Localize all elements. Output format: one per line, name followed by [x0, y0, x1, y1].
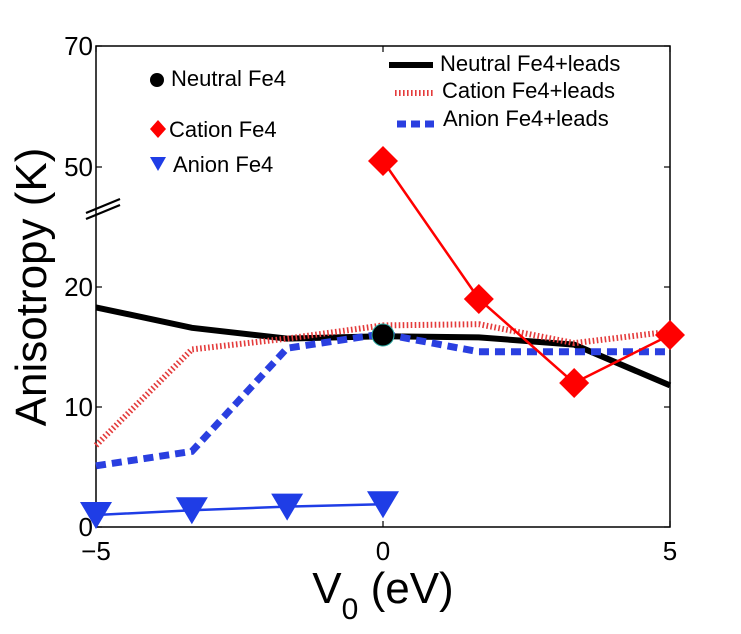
y-tick-label-20: 20 — [64, 272, 93, 302]
y-tick-label-70: 70 — [64, 31, 93, 61]
x-axis-label-rest: (eV) — [358, 564, 453, 613]
x-tick-labels: −5 0 5 — [81, 536, 677, 566]
markers-layer — [80, 145, 685, 529]
axis-break-marker — [85, 197, 121, 221]
x-axis-label: V0 (eV) — [312, 564, 453, 626]
y-axis-label: Anisotropy (K) — [7, 148, 56, 427]
y-tick-label-50: 50 — [64, 152, 93, 182]
marker-anion-fe4-3 — [367, 491, 399, 519]
x-axis-label-main: V — [312, 564, 342, 613]
y-tick-label-0: 0 — [79, 512, 93, 542]
legend-anion-fe4-label: Anion Fe4 — [173, 152, 273, 177]
series-line-anion-fe4-leads — [95, 330, 670, 470]
marker-anion-fe4-0 — [80, 502, 112, 529]
marker-cation-fe4-0 — [368, 145, 398, 176]
x-tick-label-2: 5 — [663, 536, 677, 566]
x-axis-label-sub: 0 — [342, 593, 359, 626]
legend-neutral-fe4-marker — [150, 73, 164, 87]
legend-cation-fe4-label: Cation Fe4 — [169, 117, 277, 142]
legend-cation-leads-label: Cation Fe4+leads — [442, 78, 615, 103]
marker-cation-fe4-2 — [559, 368, 590, 398]
marker-cation-fe4-1 — [463, 284, 494, 314]
legend-anion-leads-label: Anion Fe4+leads — [443, 106, 609, 131]
marker-anion-fe4-1 — [175, 497, 208, 525]
legend-left: Neutral Fe4 Cation Fe4 Anion Fe4 — [150, 66, 286, 177]
y-tick-labels: 0 10 20 50 70 — [64, 31, 93, 542]
series-line-cation-fe4 — [381, 160, 671, 385]
marker-neutral-fe4-0 — [371, 323, 395, 347]
legend-neutral-fe4-label: Neutral Fe4 — [171, 66, 286, 91]
x-tick-label-0: −5 — [81, 536, 111, 566]
legend-neutral-leads-label: Neutral Fe4+leads — [440, 51, 620, 76]
legend-cation-fe4-marker — [150, 120, 166, 138]
y-tick-label-10: 10 — [64, 392, 93, 422]
marker-cation-fe4-3 — [655, 320, 685, 350]
series-line-anion-fe4 — [95, 502, 384, 517]
marker-anion-fe4-2 — [271, 493, 304, 521]
legend-anion-fe4-marker — [150, 157, 166, 171]
legend-right: Neutral Fe4+leads Cation Fe4+leads Anion… — [389, 51, 620, 131]
x-tick-label-1: 0 — [376, 536, 390, 566]
